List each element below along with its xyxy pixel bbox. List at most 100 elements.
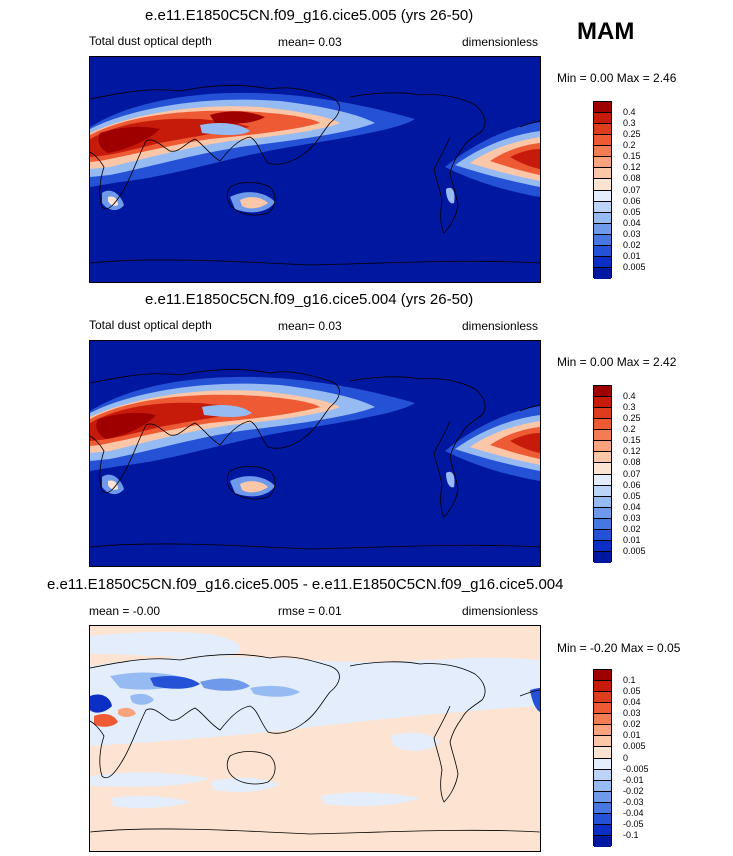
colorbar-3-swatch-4 [594,714,611,726]
season-label: MAM [577,18,635,45]
dust-south-africa [102,190,124,211]
colorbar-1-tick-label: 0.03 [623,228,641,239]
colorbar-1-tick-label: 0.2 [623,140,636,151]
coastlines [90,84,540,266]
colorbar-2-tick-label: 0.02 [623,523,641,534]
negative-regions-strong [90,672,540,713]
positive-regions [94,707,136,727]
colorbar-2-tick-label: 0.07 [623,468,641,479]
colorbar-1-swatch-15 [594,267,611,279]
colorbar-3-swatch-14 [594,824,611,836]
colorbar-2-swatch-7 [594,463,611,475]
colorbar-2-tick-label: 0.2 [623,424,636,435]
colorbar-1-tick-label: 0.05 [623,206,641,217]
colorbar-3-swatch-6 [594,736,611,748]
colorbar-1-swatch-11 [594,223,611,235]
panel-2-colorbar [593,385,612,563]
colorbar-3-swatch-2 [594,692,611,704]
colorbar-2-swatch-5 [594,441,611,453]
coastlines [90,653,540,835]
colorbar-1-swatch-12 [594,234,611,246]
colorbar-2-swatch-4 [594,430,611,442]
colorbar-2-swatch-10 [594,496,611,508]
colorbar-3-tick-label: -0.02 [623,785,644,796]
colorbar-1-tick-label: 0.01 [623,250,641,261]
colorbar-3-tick-label: 0.005 [623,741,646,752]
colorbar-3-tick-label: 0.03 [623,708,641,719]
panel-3-map [89,625,541,852]
colorbar-3-swatch-11 [594,791,611,803]
dust-australia [230,192,275,213]
colorbar-2-swatch-6 [594,452,611,464]
colorbar-3-swatch-15 [594,835,611,847]
colorbar-2-tick-label: 0.04 [623,501,641,512]
colorbar-3-tick-label: 0.01 [623,730,641,741]
colorbar-1-tick-label: 0.07 [623,184,641,195]
colorbar-3-tick-label: -0.1 [623,829,639,840]
panel-1-map-svg [90,84,540,266]
coastlines [90,368,540,550]
colorbar-2-tick-label: 0.25 [623,413,641,424]
colorbar-1-tick-label: 0.25 [623,129,641,140]
colorbar-2-tick-label: 0.4 [623,391,636,402]
panel-1-map [89,56,541,283]
panel-3-minmax: Min = -0.20 Max = 0.05 [557,641,681,655]
colorbar-2-swatch-11 [594,507,611,519]
colorbar-3-swatch-13 [594,813,611,825]
dust-south-america [446,471,455,488]
colorbar-2-tick-label: 0.08 [623,457,641,468]
panel-2-map-svg [90,368,540,550]
colorbar-1-swatch-14 [594,256,611,268]
panel-1-mean: mean= 0.03 [278,35,342,49]
colorbar-1-swatch-9 [594,201,611,213]
panel-2-title: e.e11.E1850C5CN.f09_g16.cice5.004 (yrs 2… [145,291,474,308]
dust-plume-asia-africa [90,376,415,471]
panel-2-variable: Total dust optical depth [89,318,212,332]
colorbar-1-swatch-1 [594,113,611,125]
colorbar-3-swatch-7 [594,747,611,759]
dust-australia [230,476,275,497]
colorbar-2-swatch-8 [594,474,611,486]
colorbar-1-tick-label: 0.06 [623,195,641,206]
colorbar-3-tick-label: -0.005 [623,763,649,774]
panel-2-mean: mean= 0.03 [278,319,342,333]
colorbar-2-tick-label: 0.01 [623,534,641,545]
colorbar-2-swatch-2 [594,408,611,420]
panel-3-colorbar [593,669,612,847]
colorbar-1-swatch-3 [594,135,611,147]
colorbar-2-tick-label: 0.005 [623,545,646,556]
colorbar-3-tick-label: 0.05 [623,686,641,697]
panel-3-mean: mean = -0.00 [89,604,161,618]
dust-plume-asia-africa [90,92,415,187]
colorbar-1-swatch-10 [594,212,611,224]
panel-1-variable: Total dust optical depth [89,34,212,48]
panel-2-map [89,340,541,567]
colorbar-2-swatch-14 [594,540,611,552]
colorbar-1-tick-label: 0.08 [623,173,641,184]
colorbar-1-swatch-7 [594,179,611,191]
colorbar-1-tick-label: 0.3 [623,118,636,129]
colorbar-1-swatch-2 [594,124,611,136]
dust-plume-atlantic [445,122,540,197]
colorbar-3-swatch-5 [594,725,611,737]
colorbar-2-swatch-13 [594,529,611,541]
colorbar-3-tick-label: 0.1 [623,675,636,686]
panel-1-minmax: Min = 0.00 Max = 2.46 [557,71,677,85]
colorbar-2-tick-label: 0.05 [623,490,641,501]
colorbar-1-swatch-13 [594,245,611,257]
colorbar-3-tick-label: 0.04 [623,697,641,708]
colorbar-2-swatch-9 [594,485,611,497]
colorbar-3-swatch-3 [594,703,611,715]
panel-3-units: dimensionless [462,604,539,618]
colorbar-1-swatch-8 [594,190,611,202]
colorbar-3-tick-label: -0.01 [623,774,644,785]
colorbar-2-swatch-1 [594,397,611,409]
colorbar-3-tick-label: 0 [623,752,629,763]
colorbar-1-tick-label: 0.4 [623,107,636,118]
dust-south-america [446,187,455,204]
colorbar-3-swatch-0 [594,670,611,682]
colorbar-2-swatch-3 [594,419,611,431]
panel-3-title: e.e11.E1850C5CN.f09_g16.cice5.005 - e.e1… [47,576,564,593]
colorbar-3-swatch-9 [594,769,611,781]
colorbar-1-swatch-0 [594,102,611,114]
